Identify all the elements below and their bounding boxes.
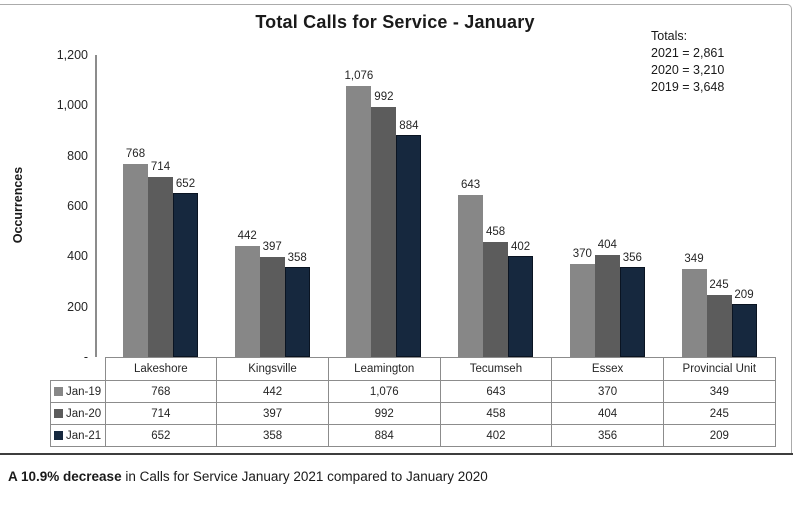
bar-data-label: 768 (125, 148, 146, 160)
series-name: Jan-20 (66, 407, 102, 420)
bar-jan-19-lakeshore: 768 (123, 148, 148, 357)
value-cell: 992 (327, 402, 441, 425)
totals-heading: Totals: (651, 29, 688, 43)
bar-data-label: 245 (709, 279, 729, 291)
bar-data-label: 370 (572, 248, 592, 260)
y-tick-label: - (83, 350, 88, 364)
chart-frame (0, 4, 792, 454)
bar-data-label: 643 (461, 179, 481, 191)
y-tick-label: 1,200 (56, 48, 88, 62)
bar-data-label: 402 (511, 241, 531, 253)
chart-title: Total Calls for Service - January (255, 12, 535, 32)
category-header: Lakeshore (104, 357, 218, 381)
totals-lines: 2021 = 2,861 2020 = 3,210 2019 = 3,648 (651, 45, 724, 96)
bar-jan-19-essex: 370 (569, 248, 595, 357)
bar-jan-20-kingsville: 397 (259, 241, 285, 357)
summary-caption: A 10.9% decrease in Calls for Service Ja… (8, 469, 488, 484)
bar-jan-20-lakeshore: 714 (148, 161, 173, 357)
y-tick-label: 800 (67, 148, 88, 163)
bar-jan-19-kingsville: 442 (234, 230, 260, 357)
y-axis-line (95, 55, 97, 357)
y-tick-label: 400 (67, 249, 88, 264)
bar-data-label: 358 (287, 252, 307, 264)
bar-jan-21-lakeshore: 652 (173, 178, 198, 357)
value-cell: 652 (104, 424, 218, 447)
category-header: Leamington (327, 357, 441, 381)
bar-jan-19-tecumseh: 643 (458, 179, 484, 357)
bar-data-label: 992 (374, 91, 394, 103)
bar-data-label: 442 (237, 230, 257, 242)
table-header-row: Lakeshore Kingsville Leamington Tecumseh Ess… (51, 357, 776, 381)
series-name: Jan-19 (66, 385, 102, 398)
chart-data-table: Lakeshore Kingsville Leamington Tecumseh Ess… (50, 357, 776, 447)
value-cell: 442 (216, 380, 329, 403)
value-cell: 397 (216, 402, 329, 425)
bar-jan-21-kingsville: 358 (284, 252, 310, 357)
bar-data-label: 356 (622, 252, 642, 264)
bar-data-label: 458 (486, 226, 506, 238)
totals-line: 2020 = 3,210 (651, 63, 725, 77)
value-cell: 768 (104, 380, 218, 403)
category-header: Kingsville (216, 357, 329, 381)
legend-key-cell: Jan-21 (50, 424, 106, 447)
y-axis-title: Occurrences (11, 166, 25, 244)
bar-plot-area: 768 714 652 442 397 358 1,076 992 884 643 458 402 37… (97, 55, 775, 357)
bar-jan-20-provincial-unit: 245 (706, 279, 732, 357)
value-cell: 1,076 (327, 380, 441, 403)
legend-swatch-icon (54, 430, 63, 440)
bar-jan-20-leamington: 992 (371, 91, 397, 357)
bar-data-label: 404 (597, 239, 617, 251)
value-cell: 370 (551, 380, 664, 403)
legend-swatch-icon (54, 386, 63, 396)
bar-jan-20-essex: 404 (594, 239, 620, 357)
value-cell: 643 (439, 380, 553, 403)
bar-data-label: 714 (150, 161, 171, 173)
value-cell: 458 (439, 402, 553, 425)
value-cell: 209 (662, 424, 776, 447)
bar-jan-21-provincial-unit: 209 (731, 289, 757, 357)
y-tick-label: 1,000 (56, 98, 88, 113)
legend-key-cell: Jan-20 (50, 402, 106, 425)
category-header: Essex (551, 357, 664, 381)
totals-line: 2019 = 3,648 (651, 80, 725, 94)
totals-annotation: Totals: 2021 = 2,861 2020 = 3,210 2019 = 3… (651, 28, 724, 96)
table-row: Jan-20 714 397 992 458 404 245 (50, 402, 776, 425)
bar-data-label: 884 (399, 120, 419, 132)
bar-data-label: 349 (684, 253, 704, 265)
legend-key-cell: Jan-19 (50, 380, 106, 403)
value-cell: 349 (662, 380, 776, 403)
bar-data-label: 209 (734, 289, 754, 301)
legend-swatch-icon (54, 408, 63, 418)
y-tick-label: 600 (67, 199, 88, 213)
value-cell: 356 (551, 424, 664, 447)
category-header: Provincial Unit (662, 357, 776, 381)
caption-regular-text: in Calls for Service January 2021 compar… (121, 469, 488, 484)
value-cell: 245 (662, 402, 776, 425)
totals-line: 2021 = 2,861 (651, 46, 725, 60)
value-cell: 358 (216, 424, 329, 447)
horizontal-rule (0, 453, 793, 455)
bar-data-label: 1,076 (344, 70, 374, 82)
bar-jan-20-tecumseh: 458 (483, 226, 509, 357)
bar-jan-19-leamington: 1,076 (345, 70, 373, 357)
bar-jan-19-provincial-unit: 349 (681, 253, 707, 357)
value-cell: 404 (551, 402, 664, 425)
caption-bold-text: A 10.9% decrease (8, 469, 122, 484)
value-cell: 402 (439, 424, 553, 447)
bar-jan-21-essex: 356 (619, 252, 645, 357)
value-cell: 714 (104, 402, 218, 425)
bar-jan-21-tecumseh: 402 (508, 241, 534, 357)
category-header: Tecumseh (439, 357, 553, 381)
bar-jan-21-leamington: 884 (396, 120, 422, 357)
bar-data-label: 397 (262, 241, 282, 253)
y-tick-label: 200 (67, 299, 88, 314)
value-cell: 884 (327, 424, 441, 447)
bar-data-label: 652 (175, 178, 196, 190)
table-row: Jan-21 652 358 884 402 356 209 (50, 424, 776, 447)
table-row: Jan-19 768 442 1,076 643 370 349 (50, 380, 776, 403)
series-name: Jan-21 (66, 429, 102, 442)
